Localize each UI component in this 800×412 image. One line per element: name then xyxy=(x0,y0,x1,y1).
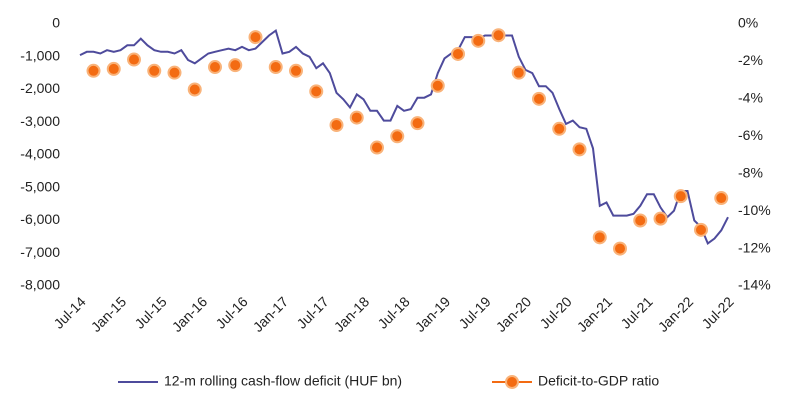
legend-label: Deficit-to-GDP ratio xyxy=(538,373,659,389)
dot xyxy=(208,60,222,75)
legend-label: 12-m rolling cash-flow deficit (HUF bn) xyxy=(164,373,402,389)
x-tick-label: Jul-14 xyxy=(50,293,88,331)
y-tick-label: -2,000 xyxy=(20,80,60,96)
dot xyxy=(694,222,708,237)
dot xyxy=(329,118,344,133)
y-tick-label: 0 xyxy=(52,15,60,31)
dot xyxy=(248,30,263,45)
x-tick-label: Jan-20 xyxy=(493,293,535,335)
y2-tick-label: -8% xyxy=(738,164,763,180)
x-tick-label: Jul-18 xyxy=(374,293,412,331)
dot xyxy=(471,33,486,48)
y-tick-label: -3,000 xyxy=(20,113,60,129)
x-tick-label: Jul-16 xyxy=(212,293,250,331)
dot xyxy=(228,58,243,73)
dot xyxy=(187,82,202,97)
x-tick-label: Jan-16 xyxy=(169,293,211,335)
line-series xyxy=(79,28,729,245)
dot xyxy=(410,116,425,131)
y2-tick-label: 0% xyxy=(738,15,758,31)
dot xyxy=(430,78,445,93)
dot xyxy=(532,91,546,106)
dot xyxy=(127,52,141,67)
x-tick-label: Jan-18 xyxy=(331,293,373,335)
dot xyxy=(633,213,648,228)
dot xyxy=(167,65,182,80)
dot xyxy=(309,84,324,99)
y-tick-label: -5,000 xyxy=(20,178,60,194)
x-tick-label: Jul-15 xyxy=(131,293,169,331)
y-tick-label: -8,000 xyxy=(20,277,60,293)
x-tick-label: Jul-20 xyxy=(536,293,574,331)
y2-tick-label: -4% xyxy=(738,90,763,106)
x-tick-label: Jul-22 xyxy=(698,293,736,331)
x-tick-label: Jan-15 xyxy=(88,293,130,335)
legend-dot xyxy=(505,375,519,389)
dot xyxy=(613,241,627,256)
y2-tick-label: -6% xyxy=(738,127,763,143)
dot xyxy=(673,189,688,204)
dot xyxy=(592,230,607,245)
dot xyxy=(86,63,101,78)
dot xyxy=(491,28,506,43)
dot xyxy=(268,60,283,75)
x-tick-label: Jul-19 xyxy=(455,293,493,331)
dot xyxy=(106,61,121,76)
dot xyxy=(289,63,303,78)
x-tick-label: Jan-19 xyxy=(412,293,454,335)
dot xyxy=(147,63,162,78)
dot xyxy=(370,140,384,155)
y-tick-label: -1,000 xyxy=(20,47,60,63)
x-tick-label: Jul-17 xyxy=(293,293,331,331)
dot xyxy=(572,142,587,157)
dot xyxy=(511,65,526,80)
y-tick-label: -7,000 xyxy=(20,244,60,260)
dot xyxy=(451,46,465,61)
dot xyxy=(349,110,364,125)
dot xyxy=(390,129,405,144)
dot xyxy=(714,191,729,206)
dot xyxy=(552,121,567,136)
y2-tick-label: -10% xyxy=(738,202,771,218)
y-tick-label: -6,000 xyxy=(20,211,60,227)
x-tick-label: Jan-17 xyxy=(250,293,292,335)
y2-tick-label: -14% xyxy=(738,277,771,293)
x-tick-label: Jan-22 xyxy=(655,293,697,335)
y2-tick-label: -2% xyxy=(738,52,763,68)
dot xyxy=(653,211,668,226)
y-tick-label: -4,000 xyxy=(20,146,60,162)
x-tick-label: Jul-21 xyxy=(617,293,655,331)
x-tick-label: Jan-21 xyxy=(574,293,616,335)
y2-tick-label: -12% xyxy=(738,239,771,255)
